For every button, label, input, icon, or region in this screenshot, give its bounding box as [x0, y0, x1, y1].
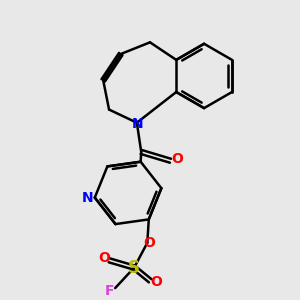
- Text: O: O: [171, 152, 183, 166]
- Text: F: F: [104, 284, 114, 298]
- Text: N: N: [132, 117, 143, 131]
- Text: O: O: [143, 236, 155, 250]
- Text: O: O: [98, 251, 110, 265]
- Text: O: O: [151, 275, 163, 289]
- Text: N: N: [82, 190, 93, 205]
- Text: S: S: [128, 259, 140, 277]
